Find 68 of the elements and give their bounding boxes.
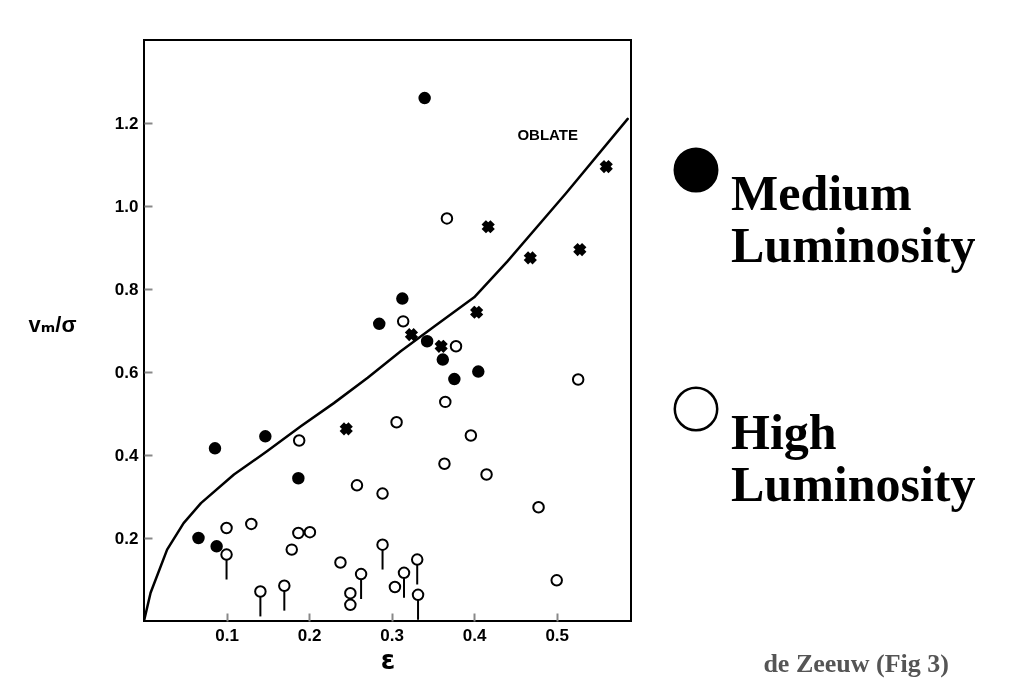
x-tick-label: 0.4	[462, 625, 488, 645]
point	[420, 335, 434, 348]
point	[259, 430, 272, 443]
point	[532, 501, 545, 514]
point	[439, 395, 452, 409]
series-label: OBLATE	[517, 125, 578, 143]
point	[482, 220, 495, 233]
point	[418, 91, 431, 105]
point	[220, 521, 233, 535]
point	[448, 372, 461, 386]
y-tick-label: 0.2	[114, 528, 139, 548]
x-tick-label: 0.2	[297, 625, 322, 645]
point	[344, 598, 357, 612]
point	[411, 588, 425, 602]
point	[405, 328, 418, 341]
legend-label: High Luminosity	[731, 404, 976, 512]
point	[573, 243, 587, 256]
y-tick-label: 1.2	[114, 113, 139, 133]
point	[376, 487, 389, 500]
y-tick-label: 0.4	[114, 445, 140, 465]
point	[208, 442, 222, 455]
point	[524, 251, 537, 265]
point	[397, 566, 411, 580]
point	[220, 548, 233, 561]
x-tick-label: 0.1	[215, 625, 239, 645]
point	[440, 212, 454, 225]
point	[292, 472, 305, 485]
point	[390, 415, 403, 429]
y-tick-label: 0.6	[114, 362, 139, 382]
point	[434, 340, 448, 353]
point	[472, 365, 485, 378]
point	[600, 160, 613, 173]
point	[470, 306, 483, 319]
point	[396, 315, 410, 328]
point	[334, 556, 347, 569]
y-tick-label: 0.8	[114, 279, 139, 299]
point	[254, 585, 267, 598]
point	[464, 429, 478, 442]
text: de Zeeuw (Fig 3)	[763, 649, 949, 679]
y-axis-title: vₘ/σ	[28, 312, 77, 338]
point	[354, 567, 368, 581]
point	[340, 422, 353, 436]
point	[192, 531, 205, 545]
point	[292, 526, 305, 540]
point	[388, 580, 402, 594]
point	[480, 468, 493, 481]
point	[344, 586, 357, 600]
point	[550, 574, 563, 587]
x-tick-label: 0.5	[545, 625, 570, 645]
point	[303, 525, 317, 539]
point	[278, 579, 291, 592]
x-tick-label: 0.3	[380, 625, 404, 645]
point	[245, 517, 258, 531]
x-axis-title: ε	[380, 644, 396, 675]
legend-label: Medium Luminosity	[731, 165, 976, 273]
point	[436, 353, 450, 366]
point	[285, 543, 298, 556]
point	[373, 317, 386, 331]
point	[376, 538, 389, 551]
point	[438, 457, 451, 470]
y-tick-label: 1.0	[114, 196, 139, 216]
point	[292, 434, 306, 447]
point	[210, 540, 223, 553]
point	[396, 292, 409, 305]
point	[410, 553, 424, 566]
point	[350, 479, 364, 492]
point	[449, 340, 463, 353]
point	[571, 373, 585, 386]
